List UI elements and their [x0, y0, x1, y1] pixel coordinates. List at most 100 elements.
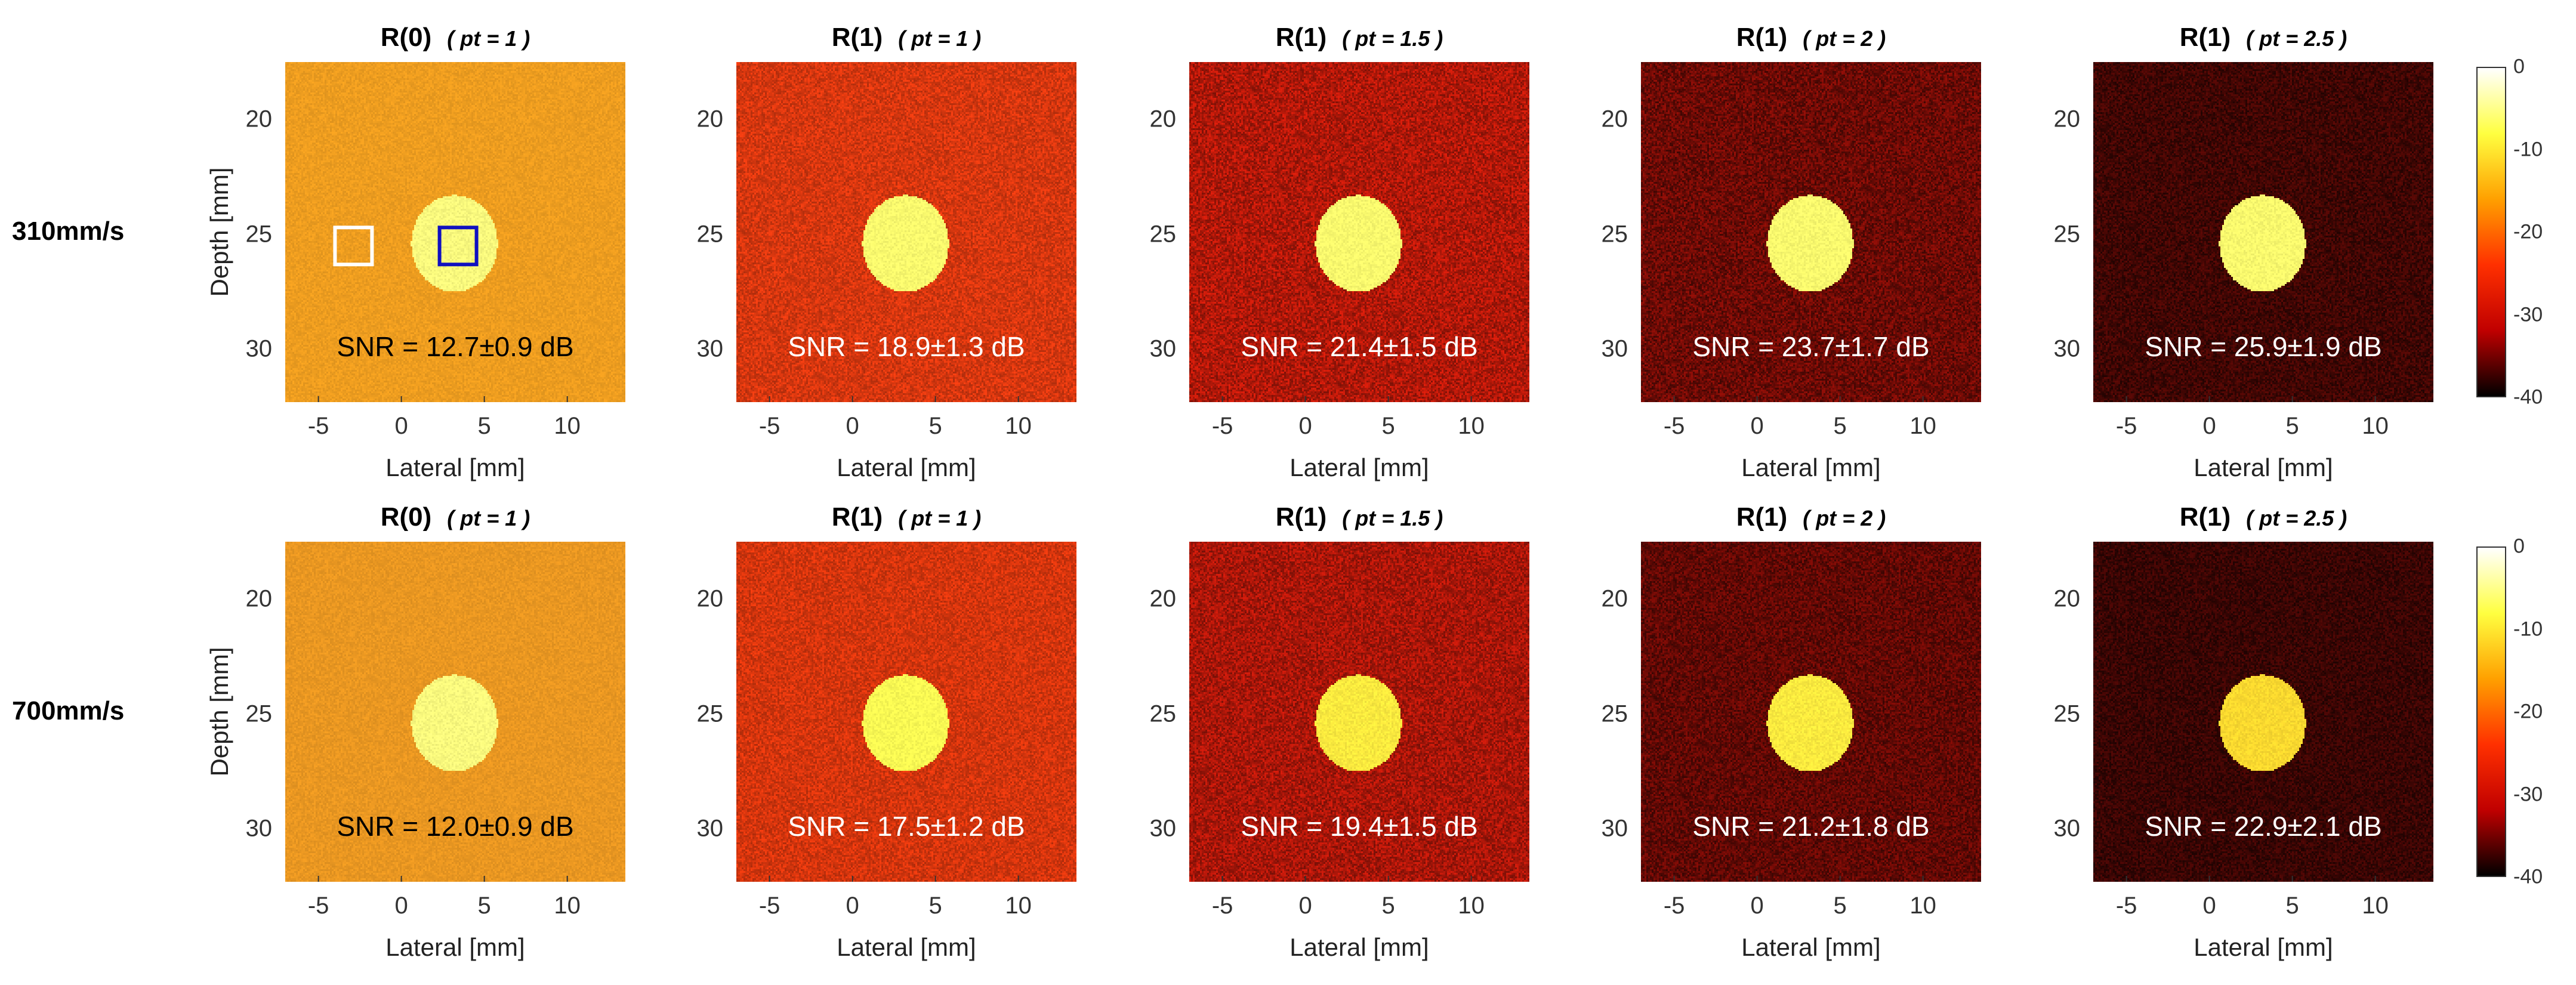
axes-frame: [1673, 396, 1924, 402]
y-tick-label: 30: [1601, 815, 1628, 842]
y-tick-label: 25: [245, 700, 273, 727]
x-tick-label: -5: [307, 893, 329, 919]
colorbar-tick-label: -30: [2513, 783, 2543, 805]
y-tick-label: 30: [2053, 815, 2081, 842]
colorbar-tick-label: -40: [2513, 865, 2543, 888]
x-tick-label: 10: [2362, 413, 2389, 439]
x-tick-label: 10: [1005, 893, 1032, 919]
snr-label: SNR = 21.4±1.5 dB: [1241, 331, 1478, 362]
y-tick-label: 20: [1601, 585, 1628, 612]
y-tick-label: 25: [1149, 700, 1177, 727]
ultrasound-image: [1641, 62, 1981, 402]
x-tick-label: -5: [758, 893, 780, 919]
y-tick-label: 25: [2053, 700, 2081, 727]
x-axis-label: Lateral [mm]: [837, 453, 976, 481]
panel-title: R(1) ( pt = 2 ): [1736, 23, 1886, 53]
panel-title: R(0) ( pt = 1 ): [381, 23, 530, 53]
x-tick-label: 5: [1833, 893, 1847, 919]
y-tick-label: 25: [696, 221, 724, 248]
axes-frame: [2125, 396, 2376, 402]
y-tick-label: 25: [2053, 221, 2081, 248]
snr-label: SNR = 18.9±1.3 dB: [788, 331, 1025, 362]
panel-title-pt: ( pt = 2 ): [1803, 26, 1886, 51]
x-tick-label: 10: [2362, 893, 2389, 919]
x-tick-label: 0: [846, 893, 859, 919]
axes-frame: [2125, 876, 2376, 882]
snr-label: SNR = 19.4±1.5 dB: [1241, 811, 1478, 842]
snr-label: SNR = 21.2±1.8 dB: [1692, 811, 1930, 842]
panel-title: R(1) ( pt = 1.5 ): [1276, 502, 1443, 532]
x-tick-label: 5: [477, 413, 491, 439]
roi-overlay: [333, 226, 479, 267]
y-tick-label: 30: [696, 815, 724, 842]
x-tick-label: 5: [928, 413, 942, 439]
colorbar-tick-label: -20: [2513, 700, 2543, 723]
x-axis-label: Lateral [mm]: [2194, 933, 2333, 961]
axes-frame: [1221, 876, 1472, 882]
x-tick-label: 5: [928, 893, 942, 919]
x-tick-label: 0: [1750, 893, 1764, 919]
y-tick-label: 20: [696, 106, 724, 132]
x-axis-label: Lateral [mm]: [1741, 933, 1881, 961]
panel-title-main: R(1): [831, 502, 883, 532]
y-tick-label: 25: [1149, 221, 1177, 248]
x-tick-label: 10: [1909, 893, 1936, 919]
y-tick-label: 30: [1149, 335, 1177, 362]
y-tick-label: 20: [245, 106, 273, 132]
panel-title-pt: ( pt = 1 ): [447, 26, 530, 51]
panel-title: R(1) ( pt = 1 ): [832, 502, 982, 532]
axes-frame: [769, 876, 1019, 882]
x-tick-label: -5: [1663, 413, 1685, 439]
colorbar: [2476, 546, 2506, 877]
x-tick-label: 10: [1909, 413, 1936, 439]
panel-title: R(1) ( pt = 2.5 ): [2180, 502, 2347, 532]
panel-title-main: R(0): [380, 502, 432, 532]
x-axis-label: Lateral [mm]: [385, 453, 525, 481]
x-tick-label: -5: [1663, 893, 1685, 919]
inclusion-roi-box: [437, 226, 479, 267]
x-tick-label: 10: [1005, 413, 1032, 439]
panel-title-pt: ( pt = 2.5 ): [2246, 26, 2347, 51]
ultrasound-image: [1189, 542, 1529, 882]
panel-title-pt: ( pt = 1 ): [898, 26, 982, 51]
ultrasound-image: [1189, 62, 1529, 402]
axes-frame: [1221, 396, 1472, 402]
panel-title-main: R(1): [1275, 502, 1327, 532]
x-tick-label: -5: [1211, 413, 1233, 439]
y-tick-label: 20: [2053, 106, 2081, 132]
y-tick-label: 20: [1149, 585, 1177, 612]
panel-title: R(1) ( pt = 2.5 ): [2180, 23, 2347, 53]
panel-title-pt: ( pt = 1 ): [898, 506, 982, 530]
x-tick-label: 0: [1298, 893, 1312, 919]
y-tick-label: 20: [245, 585, 273, 612]
y-tick-label: 20: [1601, 106, 1628, 132]
panel-title-pt: ( pt = 1.5 ): [1342, 26, 1443, 51]
snr-label: SNR = 23.7±1.7 dB: [1692, 331, 1930, 362]
y-tick-label: 30: [2053, 335, 2081, 362]
x-tick-label: -5: [758, 413, 780, 439]
panel-title-pt: ( pt = 1 ): [447, 506, 530, 530]
panel-title: R(1) ( pt = 1.5 ): [1276, 23, 1443, 53]
x-tick-label: 0: [394, 413, 408, 439]
x-tick-label: -5: [2115, 893, 2137, 919]
x-tick-label: 5: [1381, 893, 1395, 919]
y-tick-label: 30: [696, 335, 724, 362]
x-tick-label: 5: [1381, 413, 1395, 439]
panel-title-main: R(0): [380, 23, 432, 52]
y-tick-label: 25: [1601, 221, 1628, 248]
colorbar-tick-label: -10: [2513, 617, 2543, 640]
y-tick-label: 30: [1601, 335, 1628, 362]
ultrasound-image: [2093, 542, 2433, 882]
panel-title-main: R(1): [831, 23, 883, 52]
x-tick-label: -5: [2115, 413, 2137, 439]
x-axis-label: Lateral [mm]: [1741, 453, 1881, 481]
x-tick-label: -5: [307, 413, 329, 439]
x-tick-label: 10: [554, 893, 581, 919]
x-tick-label: 10: [1458, 413, 1485, 439]
colorbar-tick-label: -10: [2513, 138, 2543, 160]
axes-frame: [769, 396, 1019, 402]
panel-title: R(0) ( pt = 1 ): [381, 502, 530, 532]
panel-title-main: R(1): [1736, 23, 1788, 52]
x-tick-label: 5: [2285, 413, 2299, 439]
